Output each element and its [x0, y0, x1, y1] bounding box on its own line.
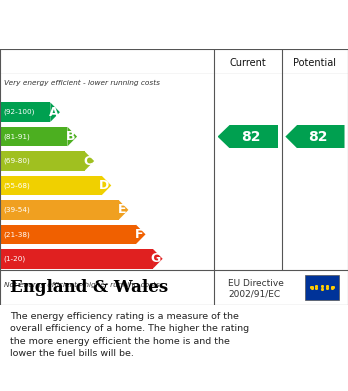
- Polygon shape: [85, 151, 94, 171]
- Text: (69-80): (69-80): [3, 158, 30, 164]
- Text: E: E: [118, 203, 127, 216]
- Bar: [0, 102, 50, 122]
- Text: England & Wales: England & Wales: [10, 279, 168, 296]
- Text: (39-54): (39-54): [3, 207, 30, 213]
- Text: (21-38): (21-38): [3, 231, 30, 238]
- Text: (92-100): (92-100): [3, 109, 34, 115]
- Polygon shape: [68, 127, 77, 146]
- Text: (81-91): (81-91): [3, 133, 30, 140]
- Text: Not energy efficient - higher running costs: Not energy efficient - higher running co…: [4, 282, 160, 287]
- Text: 82: 82: [241, 129, 261, 143]
- Bar: [304, 275, 339, 300]
- Text: G: G: [151, 252, 161, 265]
- Text: The energy efficiency rating is a measure of the
overall efficiency of a home. T: The energy efficiency rating is a measur…: [10, 312, 250, 359]
- Bar: [0, 249, 153, 269]
- Text: Current: Current: [230, 58, 266, 68]
- Text: Potential: Potential: [293, 58, 337, 68]
- Text: Energy Efficiency Rating: Energy Efficiency Rating: [10, 17, 220, 32]
- Text: EU Directive: EU Directive: [228, 279, 284, 288]
- Bar: [0, 200, 119, 220]
- Bar: [0, 224, 136, 244]
- Text: C: C: [83, 154, 93, 167]
- Text: D: D: [99, 179, 110, 192]
- Bar: [0, 127, 68, 146]
- Text: (1-20): (1-20): [3, 256, 25, 262]
- Text: B: B: [66, 130, 75, 143]
- Text: Very energy efficient - lower running costs: Very energy efficient - lower running co…: [4, 80, 160, 86]
- Text: A: A: [49, 106, 58, 118]
- Text: 2002/91/EC: 2002/91/EC: [228, 289, 280, 298]
- Polygon shape: [153, 249, 163, 269]
- Polygon shape: [119, 200, 128, 220]
- Text: 82: 82: [308, 129, 328, 143]
- Polygon shape: [50, 102, 60, 122]
- Bar: [0, 176, 102, 195]
- Polygon shape: [102, 176, 111, 195]
- Polygon shape: [285, 125, 345, 148]
- Text: F: F: [135, 228, 144, 241]
- Polygon shape: [218, 125, 278, 148]
- Text: (55-68): (55-68): [3, 182, 30, 189]
- Polygon shape: [136, 224, 145, 244]
- Bar: [0, 151, 85, 171]
